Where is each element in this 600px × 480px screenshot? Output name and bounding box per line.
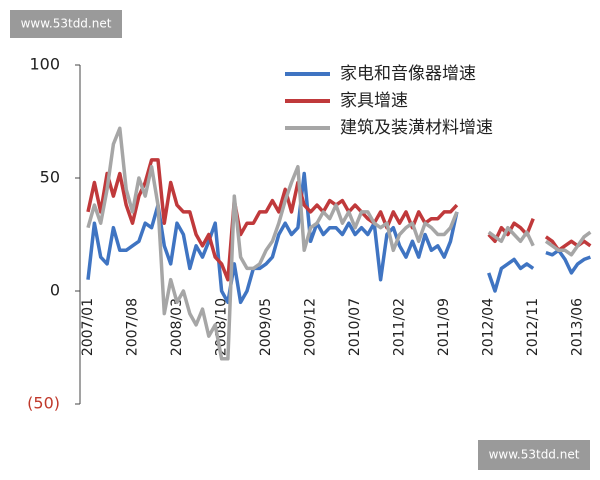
x-tick-label: 2009/12 — [303, 298, 319, 356]
watermark: www.53tdd.net — [489, 448, 580, 462]
x-tick-label: 2013/06 — [570, 298, 586, 356]
x-tick-label: 2011/09 — [436, 298, 452, 356]
x-tick-label: 2008/03 — [169, 298, 185, 356]
series-line — [86, 126, 592, 361]
legend-label: 家具增速 — [340, 91, 408, 111]
y-tick-label: 50 — [40, 168, 60, 187]
watermark-box — [10, 10, 122, 38]
x-tick-label: 2011/02 — [392, 298, 408, 356]
x-tick-label: 2012/04 — [481, 298, 497, 356]
y-tick-label: (50) — [27, 394, 60, 413]
series-line — [86, 171, 592, 305]
legend-label: 家电和音像器增速 — [340, 64, 476, 84]
legend-label: 建筑及装潢材料增速 — [340, 118, 493, 138]
y-tick-label: 100 — [29, 55, 60, 74]
x-tick-label: 2007/08 — [125, 298, 141, 356]
x-tick-label: 2010/07 — [347, 298, 363, 356]
x-tick-label: 2007/01 — [80, 298, 96, 356]
x-tick-label: 2012/11 — [525, 298, 541, 356]
x-tick-label: 2009/05 — [258, 298, 274, 356]
watermark-box — [478, 440, 590, 470]
watermark: www.53tdd.net — [21, 17, 112, 31]
y-tick-label: 0 — [50, 281, 60, 300]
